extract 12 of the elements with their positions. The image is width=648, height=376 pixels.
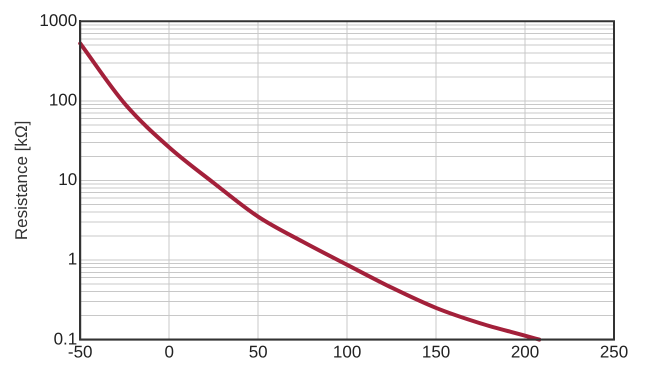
x-tick-label: 250 xyxy=(600,342,628,362)
x-tick-label: 0 xyxy=(164,342,174,362)
x-tick-label: 200 xyxy=(510,342,540,362)
y-tick-label: 1 xyxy=(68,250,78,269)
x-tick-label: 150 xyxy=(422,342,450,362)
y-tick-label: 100 xyxy=(48,90,78,110)
x-tick-label: 50 xyxy=(248,342,268,362)
x-tick-label: 100 xyxy=(332,342,362,362)
y-tick-label: 10 xyxy=(58,170,78,190)
y-tick-label: 1000 xyxy=(39,10,78,30)
line-series xyxy=(78,41,542,342)
y-axis-title: Resistance [kΩ] xyxy=(12,120,31,240)
